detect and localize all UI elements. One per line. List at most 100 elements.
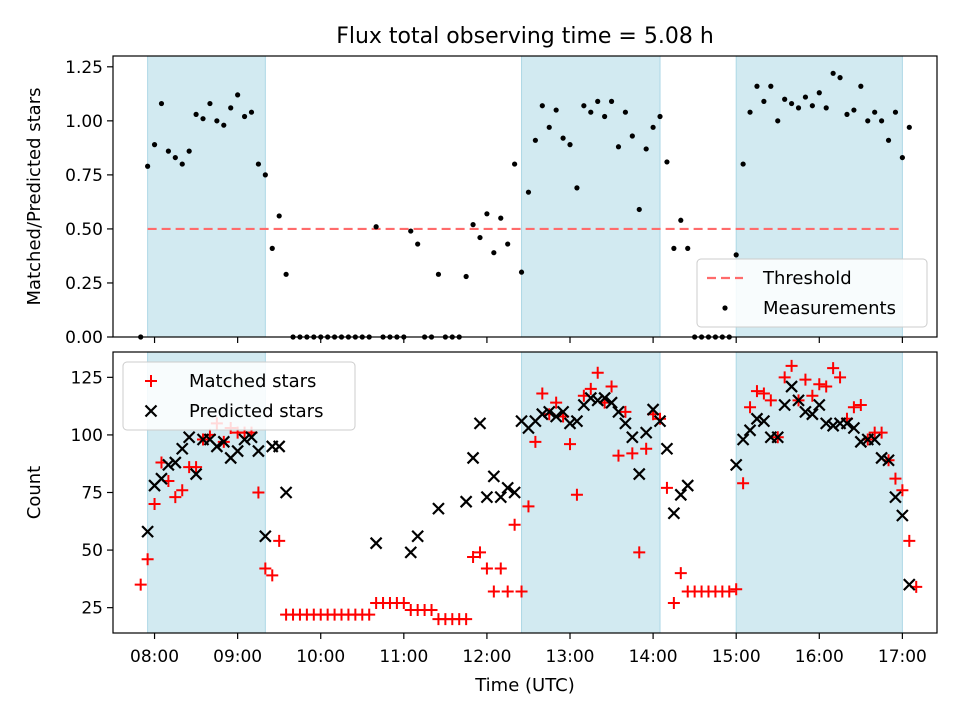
predicted-star-point xyxy=(411,529,424,543)
predicted-star-point xyxy=(175,442,189,456)
measurement-point xyxy=(539,103,545,109)
matched-star-point xyxy=(744,401,757,414)
y-tick-label: 0.50 xyxy=(65,220,103,240)
matched-star-point xyxy=(536,387,549,400)
y-tick-label: 125 xyxy=(71,368,103,388)
x-tick-label: 11:00 xyxy=(379,647,428,667)
matched-star-point xyxy=(605,380,618,393)
predicted-star-point xyxy=(245,430,258,444)
matched-star-point xyxy=(584,382,597,395)
predicted-star-point xyxy=(826,419,840,432)
measurement-point xyxy=(775,118,781,124)
measurement-point xyxy=(484,211,490,217)
matched-star-point xyxy=(467,550,480,563)
x-axis-label: Time (UTC) xyxy=(474,675,575,696)
plot-frame xyxy=(112,55,938,338)
predicted-star-point xyxy=(868,433,881,446)
predicted-star-point xyxy=(667,506,681,520)
matched-star-point xyxy=(134,578,147,591)
matched-star-point xyxy=(827,362,840,375)
matched-star-point xyxy=(550,396,563,409)
matched-star-point xyxy=(591,366,604,379)
predicted-star-point xyxy=(681,479,695,492)
measurement-point xyxy=(470,222,476,228)
measurement-point xyxy=(186,148,192,154)
ratio-panel: 0.00 0.25 0.50 0.75 1.00 1.25 Matched/Predicte… xyxy=(24,55,938,348)
matched-star-point xyxy=(252,486,265,499)
matched-star-point xyxy=(875,426,888,439)
x-tick-label: 08:00 xyxy=(130,647,179,667)
predicted-star-point xyxy=(736,433,750,446)
legend-box xyxy=(696,258,928,328)
predicted-star-point xyxy=(549,410,563,423)
predicted-star-point xyxy=(584,391,598,405)
y-tick-label: 100 xyxy=(71,426,103,446)
x-tick-label: 13:00 xyxy=(546,647,595,667)
matched-star-point xyxy=(363,608,376,621)
x-tick-label: 09:00 xyxy=(213,647,262,667)
predicted-star-point xyxy=(404,546,418,559)
predicted-star-point xyxy=(729,458,743,472)
matched-star-point xyxy=(806,389,819,402)
predicted-star-point xyxy=(155,472,168,485)
matched-star-point xyxy=(778,371,791,384)
matched-star-point xyxy=(640,442,653,455)
legend-label: Measurements xyxy=(763,298,896,319)
measurement-point xyxy=(207,100,213,107)
measurement-point xyxy=(906,124,912,130)
y-tick-label: 0.00 xyxy=(65,328,103,348)
legend-measurement-swatch xyxy=(722,305,728,311)
matched-star-point xyxy=(764,394,777,407)
matched-star-point xyxy=(480,562,493,575)
measurement-point xyxy=(158,100,165,107)
measurement-point xyxy=(498,215,504,221)
measurement-point xyxy=(671,245,677,251)
matched-star-point xyxy=(813,378,826,391)
predicted-star-point xyxy=(903,578,916,591)
measurement-point xyxy=(802,94,809,100)
measurement-point xyxy=(747,109,753,115)
measurement-point xyxy=(622,109,629,115)
measurement-point xyxy=(165,148,171,154)
measurement-point xyxy=(768,83,774,89)
y-tick-label: 1.25 xyxy=(65,58,103,78)
measurement-point xyxy=(643,146,649,152)
measurement-point xyxy=(858,83,864,89)
measurement-point xyxy=(151,142,158,148)
predicted-star-point xyxy=(612,405,625,419)
predicted-star-point xyxy=(653,414,667,428)
measurement-point xyxy=(844,111,850,117)
observing-window xyxy=(521,56,661,337)
y-axis-label: Count xyxy=(24,466,45,519)
measurement-point xyxy=(200,116,206,122)
measurement-point xyxy=(276,213,282,219)
legend-label: Threshold xyxy=(762,268,852,289)
legend-label: Matched stars xyxy=(189,371,316,392)
y-axis-label: Matched/Predicted stars xyxy=(24,88,45,306)
x-tick-label: 16:00 xyxy=(795,647,844,667)
measurement-point xyxy=(629,133,635,139)
measurement-point xyxy=(754,83,760,89)
predicted-star-point xyxy=(639,426,653,439)
measurement-point xyxy=(560,135,566,141)
matched-star-point xyxy=(501,585,514,598)
predicted-star-point xyxy=(169,456,182,469)
matched-star-point xyxy=(259,562,272,575)
measurement-point xyxy=(788,100,795,107)
legend-box xyxy=(122,361,356,431)
matched-star-point xyxy=(674,567,687,580)
matched-star-point xyxy=(169,491,182,504)
measurement-point xyxy=(179,161,185,167)
predicted-star-point xyxy=(619,417,632,430)
predicted-star-point xyxy=(757,414,771,428)
predicted-star-point xyxy=(875,451,888,465)
matched-star-point xyxy=(570,488,583,501)
measurement-point xyxy=(657,113,663,120)
matched-star-point xyxy=(903,534,916,547)
predicted-star-point xyxy=(819,417,833,430)
measurement-point xyxy=(415,241,421,247)
matched-star-point xyxy=(612,449,625,462)
predicted-star-point xyxy=(272,440,286,453)
measurement-point xyxy=(283,271,289,277)
predicted-star-point xyxy=(799,405,812,419)
